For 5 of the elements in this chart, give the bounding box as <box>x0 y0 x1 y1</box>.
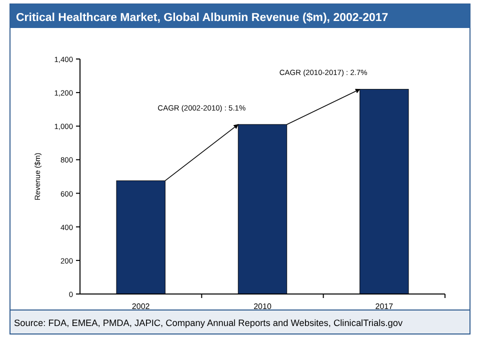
source-note: Source: FDA, EMEA, PMDA, JAPIC, Company Annual Reports and Websites, ClinicalTrials.gov <box>14 318 403 328</box>
x-tick-label: 2002 <box>132 302 150 311</box>
chart-title: Critical Healthcare Market, Global Albumin Revenue ($m), 2002-2017 <box>16 12 388 24</box>
x-tick-label: 2010 <box>254 302 272 311</box>
x-tick-label: 2017 <box>375 302 394 311</box>
